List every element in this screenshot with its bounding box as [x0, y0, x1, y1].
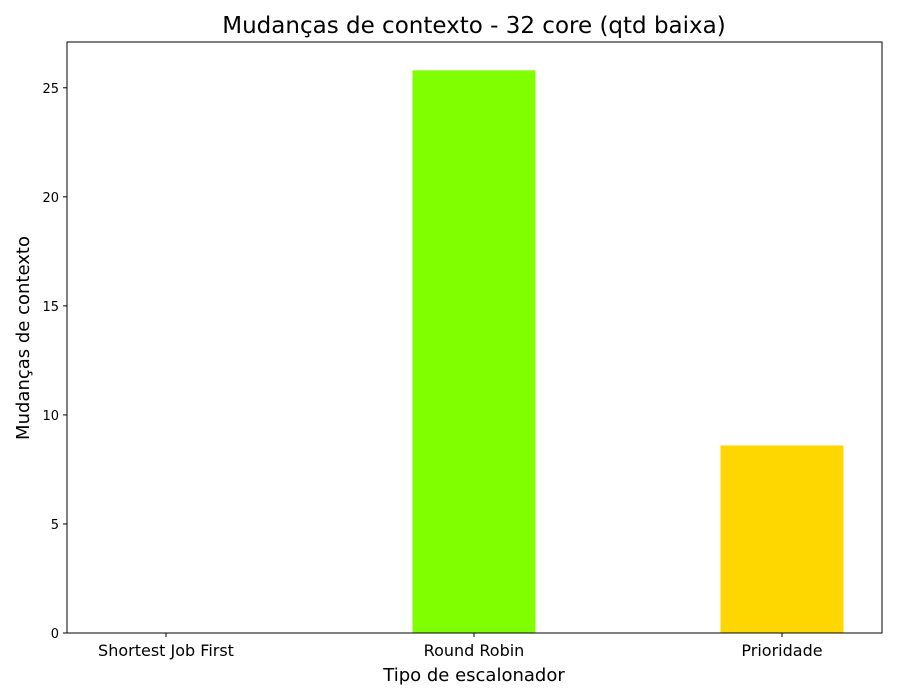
y-axis: 0 5 10 15 20 25	[42, 82, 67, 642]
y-axis-label: Mudanças de contexto	[13, 236, 34, 440]
y-tick-label: 15	[42, 300, 59, 315]
x-axis-label: Tipo de escalonador	[382, 665, 565, 686]
y-tick-label: 0	[51, 627, 59, 642]
x-tick-label: Shortest Job First	[98, 641, 234, 660]
plot-frame	[66, 41, 883, 634]
x-axis: Shortest Job First Round Robin Prioridade	[98, 633, 823, 660]
y-tick-label: 20	[42, 191, 59, 206]
chart-title: Mudanças de contexto - 32 core (qtd baix…	[222, 13, 725, 39]
bar-round-robin	[412, 70, 536, 633]
y-tick-label: 25	[42, 82, 59, 97]
y-tick-label: 5	[51, 518, 59, 533]
bar-prioridade	[720, 445, 844, 633]
y-tick-label: 10	[42, 409, 59, 424]
bars-group	[412, 70, 844, 633]
x-tick-label: Prioridade	[741, 641, 822, 660]
x-tick-label: Round Robin	[424, 641, 525, 660]
